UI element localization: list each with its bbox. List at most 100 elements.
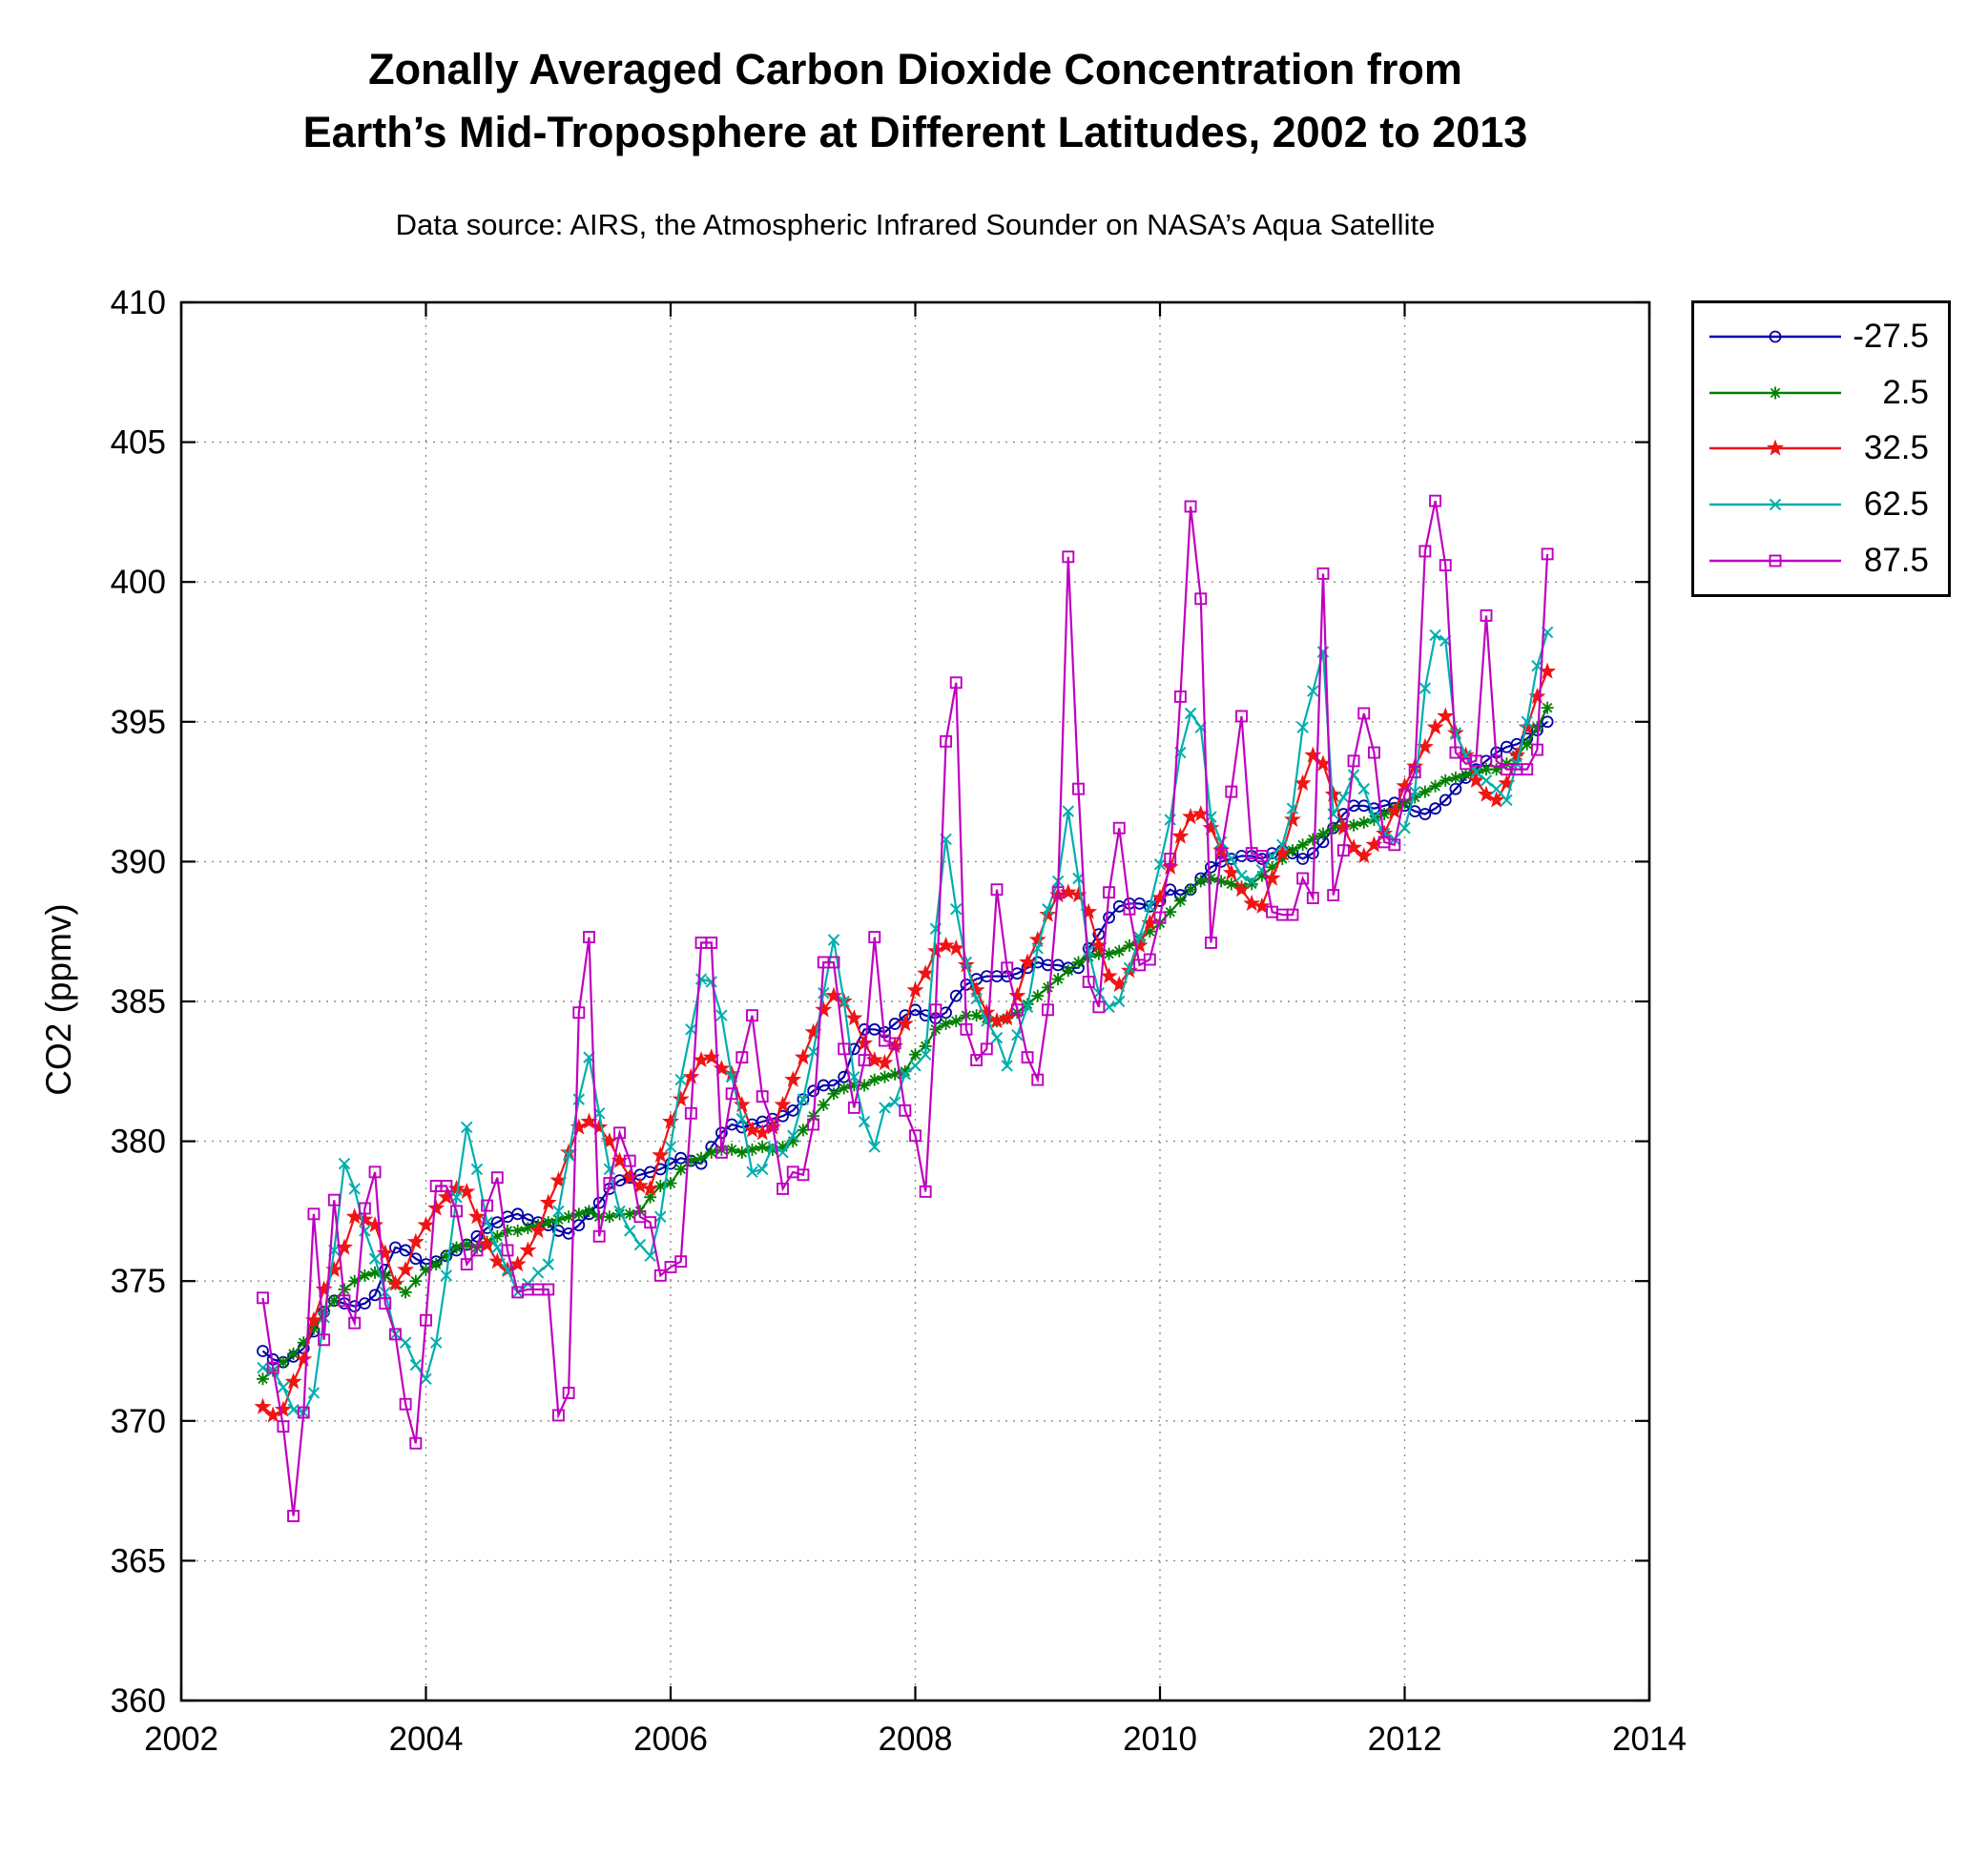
marker-asterisk: [664, 1177, 677, 1190]
marker-square: [1225, 785, 1238, 798]
marker-x: [409, 1358, 423, 1371]
marker-asterisk: [705, 1145, 718, 1159]
marker-star: [937, 936, 955, 953]
legend-label: 32.5: [1863, 429, 1929, 467]
marker-star: [254, 1397, 272, 1414]
marker-x: [1408, 785, 1421, 798]
marker-star: [1182, 808, 1200, 825]
legend-entry-62-5: 62.5: [1694, 478, 1948, 531]
marker-star: [1019, 953, 1037, 970]
marker-circle: [1143, 899, 1156, 913]
marker-x: [1042, 903, 1054, 916]
marker-square: [1469, 754, 1482, 768]
marker-asterisk: [858, 1079, 871, 1092]
marker-x: [888, 1096, 901, 1108]
marker-x: [1144, 900, 1156, 913]
marker-asterisk: [878, 1070, 891, 1083]
y-tick-label: 405: [111, 424, 166, 462]
series-markers--27.5: [257, 715, 1554, 1369]
chart-subtitle: Data source: AIRS, the Atmospheric Infra…: [395, 208, 1436, 241]
marker-square: [674, 1255, 688, 1268]
marker-x: [338, 1157, 351, 1170]
marker-square: [490, 1171, 504, 1185]
marker-x: [429, 1336, 443, 1349]
marker-square: [1123, 902, 1136, 916]
marker-square: [1194, 592, 1208, 606]
legend-box: -27.5 2.5 32.5 62.5 87.5: [1691, 300, 1951, 597]
marker-square: [1143, 953, 1156, 966]
marker-square: [684, 1106, 697, 1120]
marker-star: [590, 1118, 609, 1135]
y-tick-label: 370: [111, 1403, 166, 1440]
marker-x: [368, 1252, 382, 1265]
x-tick-label: 2012: [1368, 1721, 1442, 1758]
marker-star: [529, 1221, 548, 1239]
marker-square: [1521, 763, 1534, 776]
marker-square: [1357, 707, 1371, 720]
marker-square: [440, 1180, 453, 1192]
marker-asterisk: [838, 1082, 851, 1095]
legend-entry-32-5: 32.5: [1694, 422, 1948, 475]
marker-asterisk: [409, 1274, 423, 1288]
marker-asterisk: [277, 1355, 290, 1369]
marker-asterisk: [949, 1015, 963, 1028]
marker-star: [264, 1406, 282, 1423]
marker-star: [417, 1216, 435, 1233]
marker-star: [967, 980, 985, 998]
marker-square: [990, 883, 1004, 897]
marker-square: [338, 1294, 351, 1308]
marker-asterisk: [909, 1048, 922, 1062]
marker-star: [896, 1015, 914, 1032]
x-tick-label: 2008: [879, 1721, 953, 1758]
marker-square: [949, 676, 963, 690]
y-tick-label: 390: [111, 843, 166, 880]
marker-square: [542, 1283, 555, 1296]
marker-square: [551, 1409, 565, 1422]
legend-sample-line-square: [1709, 554, 1841, 567]
marker-square: [1439, 559, 1452, 572]
legend-sample-line-asterisk: [1709, 386, 1841, 400]
marker-x: [1235, 869, 1248, 882]
marker-square: [1336, 844, 1350, 857]
marker-x: [1368, 811, 1380, 823]
marker-asterisk: [1357, 815, 1371, 829]
marker-asterisk: [756, 1140, 769, 1153]
legend-sample-line-star: [1709, 440, 1841, 457]
marker-x: [674, 1073, 687, 1086]
marker-star: [1426, 718, 1444, 735]
marker-asterisk: [1769, 386, 1782, 400]
marker-x: [542, 1258, 554, 1270]
marker-star: [1253, 897, 1271, 914]
marker-square: [1001, 961, 1014, 975]
marker-star: [397, 1261, 415, 1278]
marker-star: [539, 1193, 557, 1210]
series-line-32.5: [261, 670, 1549, 1417]
marker-asterisk: [1541, 701, 1554, 714]
marker-square: [318, 1333, 331, 1347]
chart-title: Zonally Averaged Carbon Dioxide Concentr…: [0, 38, 1831, 164]
marker-star: [662, 1112, 679, 1129]
marker-x: [1031, 942, 1044, 955]
marker-star: [366, 1216, 384, 1233]
marker-square: [653, 1268, 667, 1282]
marker-square: [827, 956, 840, 969]
marker-x: [1021, 1000, 1034, 1014]
marker-x: [470, 1163, 484, 1176]
marker-square: [388, 1328, 402, 1341]
marker-square: [257, 1291, 269, 1305]
marker-x: [1245, 875, 1258, 888]
marker-x: [1480, 774, 1493, 787]
chart-title-line1: Zonally Averaged Carbon Dioxide Concentr…: [368, 45, 1462, 93]
grid-lines: [180, 301, 1650, 1701]
marker-asterisk: [257, 1372, 270, 1386]
marker-star: [1243, 894, 1261, 912]
marker-square: [868, 931, 881, 944]
marker-star: [784, 1070, 802, 1087]
marker-star: [1263, 869, 1281, 886]
marker-square: [1173, 690, 1187, 703]
legend-entry-2-5: 2.5: [1694, 366, 1948, 420]
marker-star: [815, 1000, 833, 1018]
marker-x: [1214, 835, 1228, 849]
marker-square: [1021, 1051, 1034, 1064]
